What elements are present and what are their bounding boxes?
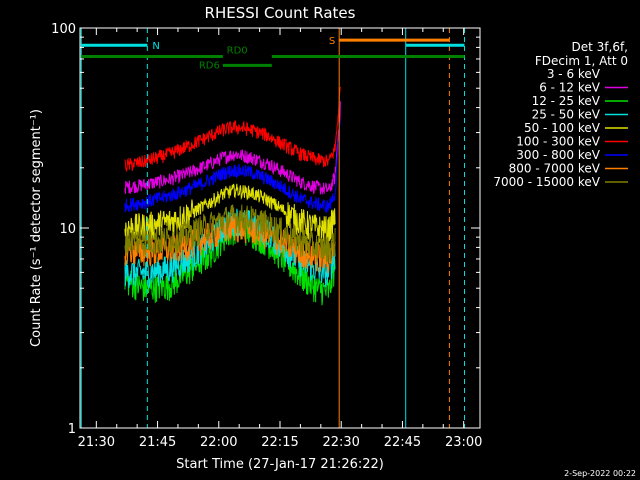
legend-label-5: 100 - 300 keV xyxy=(516,135,600,149)
legend-label-4: 50 - 100 keV xyxy=(524,121,601,135)
series-line-6 xyxy=(124,121,341,213)
legend-label-0: 3 - 6 keV xyxy=(547,67,601,81)
legend-label-7: 800 - 7000 keV xyxy=(509,162,601,176)
series-line-5 xyxy=(124,86,341,172)
legend-label-2: 12 - 25 keV xyxy=(532,94,601,108)
x-tick-label-5: 22:45 xyxy=(384,435,421,450)
legend-label-8: 7000 - 15000 keV xyxy=(493,175,600,189)
x-axis-label: Start Time (27-Jan-17 21:26:22) xyxy=(176,457,384,472)
data-layer xyxy=(124,86,341,306)
state-label-2: RD0 xyxy=(227,46,248,57)
x-tick-label-4: 22:30 xyxy=(322,435,359,450)
series-line-4 xyxy=(124,183,336,246)
legend-header-line-1: Det 3f,6f, xyxy=(572,40,629,54)
x-tick-label-3: 22:15 xyxy=(261,435,298,450)
x-tick-label-2: 22:00 xyxy=(200,435,237,450)
state-label-1: S xyxy=(329,36,335,47)
date-stamp: 2-Sep-2022 00:22 xyxy=(564,469,636,478)
chart-title: RHESSI Count Rates xyxy=(205,4,356,22)
legend-label-6: 300 - 800 keV xyxy=(516,148,600,162)
axis-layer: 21:30 21:45 22:00 22:15 22:30 22:45 23:00 1 10 10… xyxy=(51,22,482,450)
y-tick-label-0: 1 xyxy=(68,422,76,437)
series-line-8 xyxy=(124,204,336,265)
state-label-3: RD6 xyxy=(199,60,220,71)
legend-header-line-2: FDecim 1, Att 0 xyxy=(535,54,628,68)
y-axis-label: Count Rate (s⁻¹ detector segment⁻¹) xyxy=(29,109,44,347)
y-tick-label-1: 10 xyxy=(59,222,76,237)
x-tick-label-6: 23:00 xyxy=(445,435,482,450)
x-tick-label-1: 21:45 xyxy=(139,435,176,450)
series-line-1 xyxy=(124,101,341,195)
state-label-0: N xyxy=(152,41,159,52)
legend-label-1: 6 - 12 keV xyxy=(539,81,601,95)
legend-label-3: 25 - 50 keV xyxy=(532,108,601,122)
x-tick-label-0: 21:30 xyxy=(78,435,115,450)
y-tick-label-2: 100 xyxy=(51,22,76,37)
